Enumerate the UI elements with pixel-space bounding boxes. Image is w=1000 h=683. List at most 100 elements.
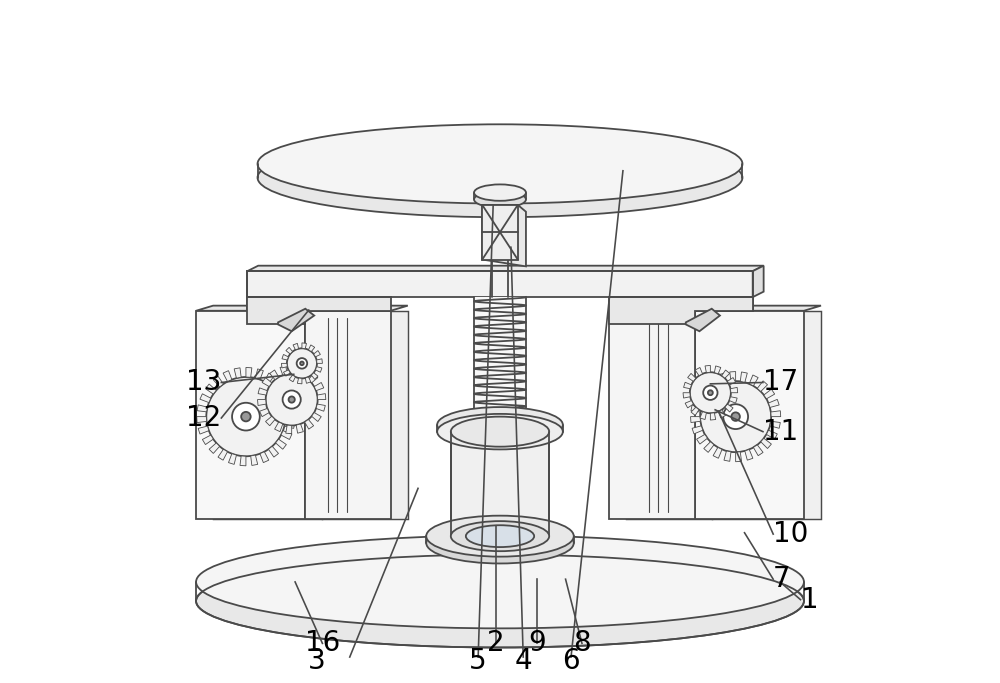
Polygon shape (686, 309, 720, 331)
Polygon shape (258, 400, 266, 406)
Polygon shape (705, 365, 710, 373)
Polygon shape (315, 367, 322, 372)
Polygon shape (692, 426, 703, 434)
Polygon shape (740, 372, 747, 382)
Polygon shape (685, 400, 693, 408)
Ellipse shape (700, 381, 771, 452)
Text: 4: 4 (514, 647, 532, 675)
Polygon shape (314, 350, 320, 357)
Polygon shape (317, 359, 322, 363)
Polygon shape (749, 375, 758, 386)
Polygon shape (247, 297, 275, 309)
Polygon shape (281, 363, 287, 368)
Text: 10: 10 (773, 520, 809, 548)
Polygon shape (684, 382, 691, 389)
Ellipse shape (283, 391, 301, 408)
Text: 8: 8 (573, 630, 591, 657)
Polygon shape (264, 373, 274, 384)
Polygon shape (234, 368, 241, 378)
Bar (695, 311, 804, 519)
Ellipse shape (451, 521, 549, 551)
Ellipse shape (266, 374, 318, 426)
Polygon shape (311, 373, 318, 379)
Polygon shape (694, 394, 705, 403)
Polygon shape (691, 417, 700, 423)
Polygon shape (293, 344, 299, 350)
Ellipse shape (723, 404, 748, 429)
Polygon shape (286, 425, 292, 434)
Polygon shape (718, 373, 726, 384)
Bar (474, 297, 526, 432)
Polygon shape (725, 404, 733, 412)
Ellipse shape (287, 348, 317, 378)
Polygon shape (198, 426, 209, 434)
Ellipse shape (258, 124, 742, 204)
Polygon shape (725, 297, 753, 309)
Polygon shape (302, 343, 306, 349)
Ellipse shape (708, 390, 713, 395)
Ellipse shape (206, 377, 286, 456)
Ellipse shape (426, 516, 574, 557)
Polygon shape (205, 384, 216, 394)
Text: 9: 9 (528, 630, 546, 657)
Polygon shape (196, 306, 322, 311)
Polygon shape (708, 378, 718, 389)
Ellipse shape (289, 396, 295, 403)
Bar (305, 311, 391, 519)
Ellipse shape (690, 372, 731, 413)
Polygon shape (283, 370, 290, 376)
Polygon shape (286, 348, 293, 354)
Polygon shape (305, 377, 311, 383)
Ellipse shape (466, 525, 534, 547)
Ellipse shape (437, 407, 563, 443)
Ellipse shape (474, 184, 526, 201)
Polygon shape (316, 404, 325, 411)
Polygon shape (713, 447, 722, 458)
Polygon shape (761, 438, 771, 449)
Polygon shape (729, 397, 737, 403)
Polygon shape (305, 306, 408, 311)
Polygon shape (312, 413, 321, 421)
Polygon shape (197, 405, 207, 412)
Polygon shape (768, 400, 779, 408)
Ellipse shape (196, 535, 804, 628)
Polygon shape (704, 442, 714, 452)
Polygon shape (279, 389, 289, 398)
Polygon shape (260, 408, 269, 417)
Polygon shape (771, 410, 781, 417)
Polygon shape (724, 451, 731, 461)
Text: 7: 7 (773, 566, 791, 593)
Bar (609, 311, 695, 519)
Ellipse shape (426, 522, 574, 563)
Text: 17: 17 (763, 369, 798, 396)
Polygon shape (218, 449, 228, 460)
Polygon shape (301, 367, 309, 377)
Polygon shape (260, 451, 269, 462)
Polygon shape (258, 388, 267, 395)
Polygon shape (710, 413, 716, 420)
Polygon shape (451, 432, 549, 536)
Polygon shape (213, 376, 223, 387)
Text: 13: 13 (186, 369, 221, 396)
Polygon shape (727, 378, 736, 385)
Polygon shape (292, 365, 298, 374)
Polygon shape (247, 266, 764, 271)
Polygon shape (246, 367, 252, 377)
Ellipse shape (451, 417, 549, 447)
Polygon shape (683, 393, 690, 398)
Polygon shape (697, 434, 707, 444)
Polygon shape (745, 449, 753, 460)
Polygon shape (308, 374, 318, 383)
Polygon shape (281, 431, 292, 439)
Polygon shape (314, 382, 324, 391)
Bar (196, 311, 305, 519)
Polygon shape (700, 412, 706, 419)
Ellipse shape (437, 414, 563, 449)
Text: 11: 11 (763, 418, 798, 445)
Polygon shape (691, 407, 699, 415)
Polygon shape (200, 394, 211, 402)
Polygon shape (297, 378, 302, 384)
Polygon shape (770, 421, 780, 428)
Polygon shape (197, 417, 207, 423)
Polygon shape (609, 306, 712, 311)
